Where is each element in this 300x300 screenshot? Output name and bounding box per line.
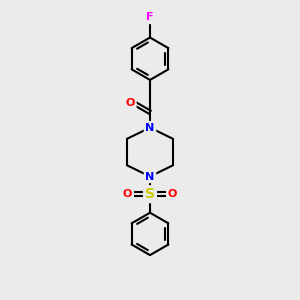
Text: O: O <box>123 189 132 199</box>
Text: S: S <box>145 187 155 201</box>
Text: O: O <box>126 98 135 109</box>
Text: O: O <box>168 189 177 199</box>
Text: F: F <box>146 13 154 22</box>
Text: N: N <box>146 172 154 182</box>
Text: N: N <box>146 123 154 133</box>
